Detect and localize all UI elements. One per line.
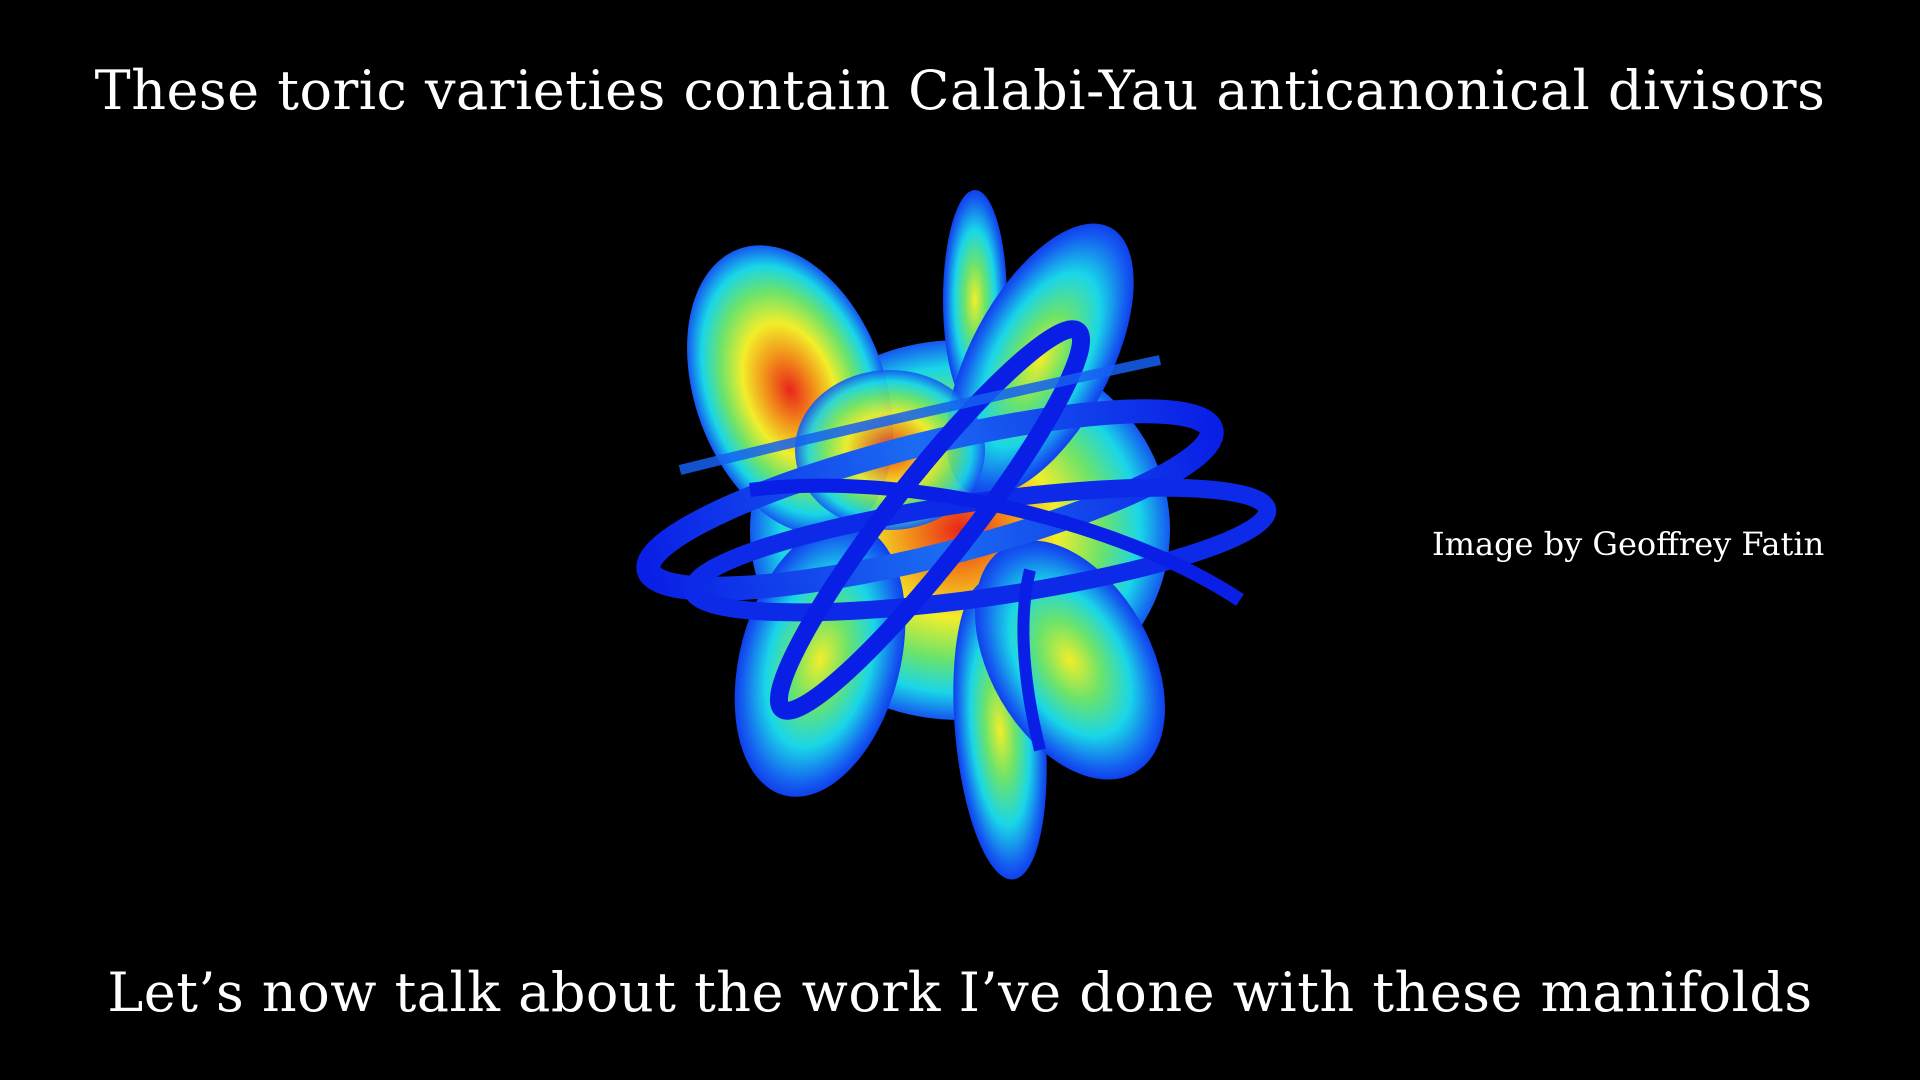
slide-title: These toric varieties contain Calabi-Yau… (94, 59, 1826, 122)
manifold-band (1017, 568, 1046, 752)
image-credit: Image by Geoffrey Fatin (1432, 525, 1825, 563)
slide-footer-text: Let’s now talk about the work I’ve done … (107, 961, 1813, 1024)
calabi-yau-manifold-image (636, 190, 1277, 880)
manifold-band (749, 478, 1244, 606)
manifold-band (678, 355, 1162, 475)
